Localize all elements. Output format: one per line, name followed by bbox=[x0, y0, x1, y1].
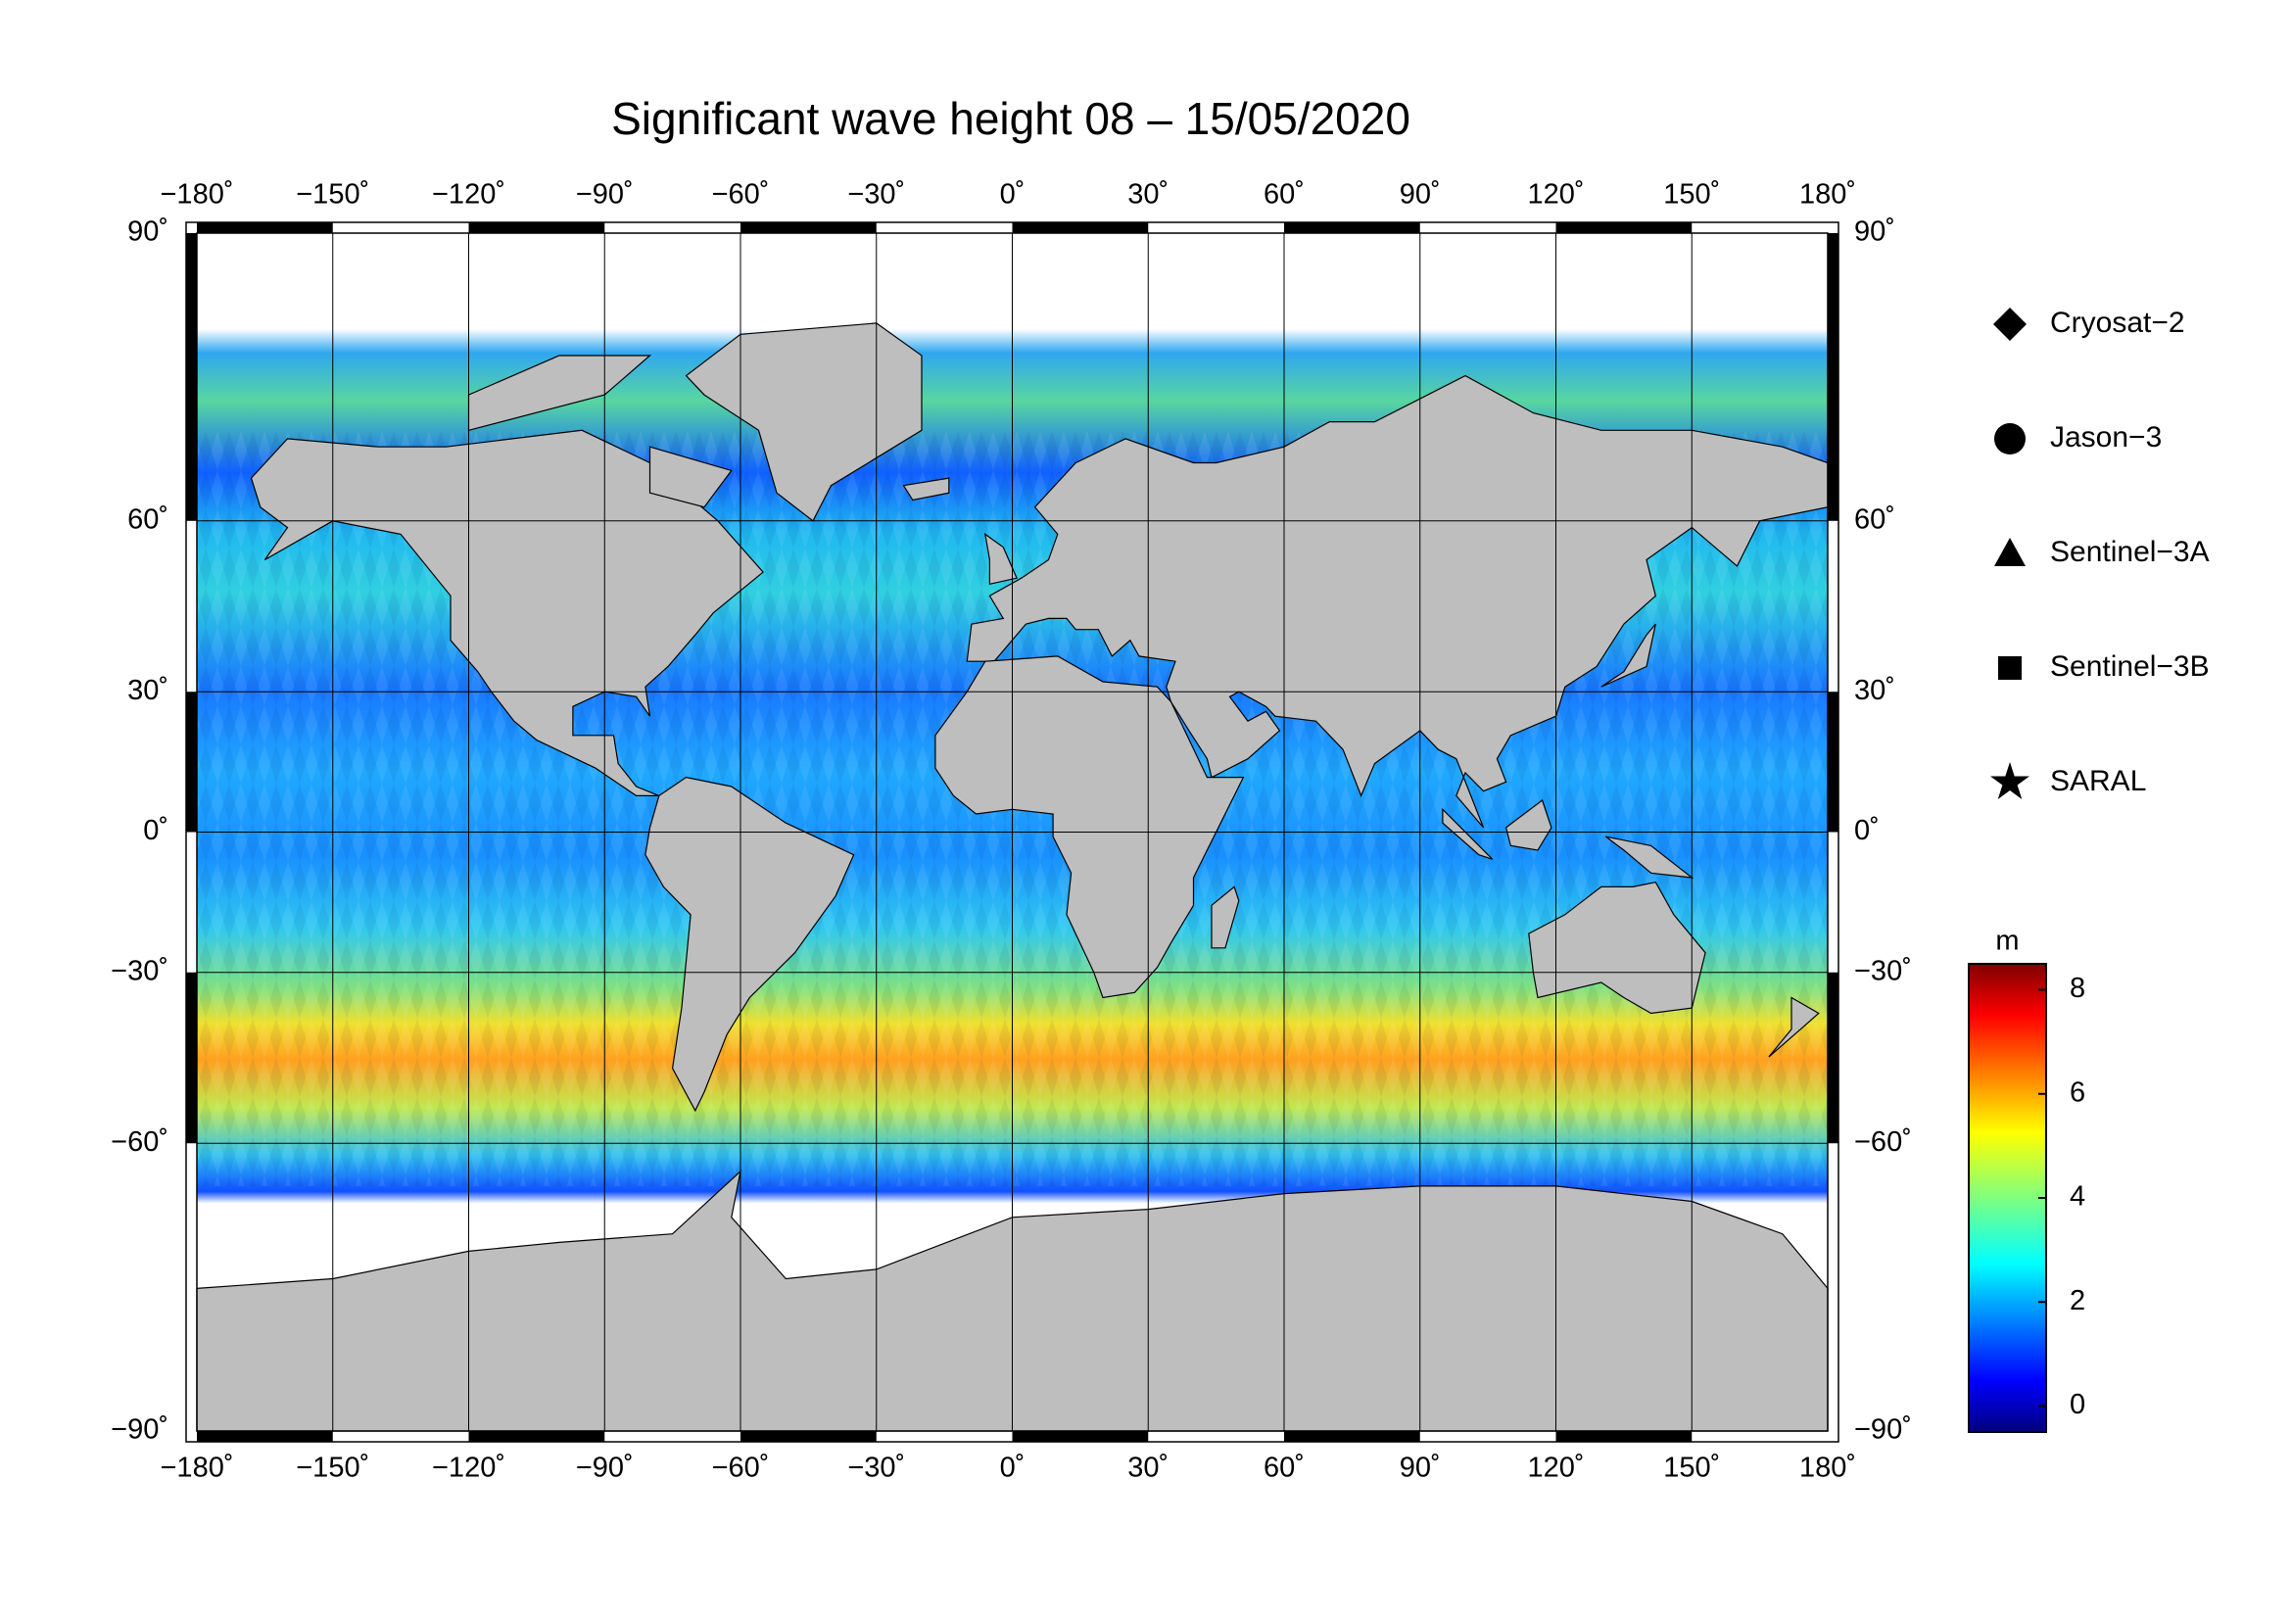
legend-label: Jason−3 bbox=[2050, 421, 2162, 454]
y-tick-label: −90˚ bbox=[1854, 1414, 1912, 1446]
x-tick-label: −30˚ bbox=[847, 179, 905, 211]
frame-bar bbox=[1284, 222, 1420, 233]
y-tick-label: 60˚ bbox=[127, 503, 168, 535]
frame-bar bbox=[186, 972, 197, 1144]
x-tick-label: −180˚ bbox=[161, 1453, 234, 1484]
frame-bar bbox=[1555, 222, 1693, 233]
y-tick-label: 0˚ bbox=[143, 815, 168, 846]
frame-bar bbox=[1284, 1431, 1420, 1442]
frame-bar bbox=[1012, 1431, 1149, 1442]
x-tick-label: 180˚ bbox=[1799, 1453, 1856, 1484]
land bbox=[1605, 836, 1694, 879]
x-tick-label: −150˚ bbox=[296, 179, 369, 211]
y-tick-label: −30˚ bbox=[1854, 955, 1912, 986]
colorbar-tick-label: 0 bbox=[2070, 1389, 2085, 1420]
y-tick-label: −60˚ bbox=[1854, 1126, 1912, 1158]
x-tick-label: 60˚ bbox=[1264, 1453, 1305, 1484]
frame-bar bbox=[186, 692, 197, 833]
land bbox=[1442, 807, 1494, 860]
x-tick-label: −30˚ bbox=[847, 1453, 905, 1484]
x-tick-label: −90˚ bbox=[576, 1453, 634, 1484]
legend-marker bbox=[1998, 656, 2022, 680]
legend-label: SARAL bbox=[2050, 765, 2146, 797]
land bbox=[902, 477, 950, 502]
x-tick-label: 30˚ bbox=[1127, 1453, 1169, 1484]
legend-marker bbox=[1994, 423, 2026, 454]
y-tick-label: −60˚ bbox=[111, 1126, 168, 1158]
y-tick-label: 90˚ bbox=[127, 216, 168, 248]
colorbar-tick-label: 4 bbox=[2070, 1181, 2085, 1213]
land bbox=[1211, 885, 1240, 949]
axes: −180˚ −180˚ −150˚ −150˚ −120˚ −120˚ −90˚ −90˚ −6… bbox=[111, 179, 1912, 1484]
land bbox=[1504, 799, 1552, 851]
x-tick-label: −60˚ bbox=[712, 1453, 770, 1484]
x-tick-label: −180˚ bbox=[161, 179, 234, 211]
x-tick-label: 0˚ bbox=[1000, 179, 1026, 211]
y-tick-label: 60˚ bbox=[1854, 503, 1895, 535]
x-tick-label: 150˚ bbox=[1663, 1453, 1720, 1484]
x-tick-label: −60˚ bbox=[712, 179, 770, 211]
legend-marker bbox=[1990, 762, 2029, 799]
frame-bar bbox=[197, 1431, 333, 1442]
y-tick-label: 90˚ bbox=[1854, 216, 1895, 248]
x-tick-label: −120˚ bbox=[432, 179, 505, 211]
colorbar-tick-label: 6 bbox=[2070, 1076, 2085, 1108]
x-tick-label: 120˚ bbox=[1527, 1453, 1584, 1484]
y-tick-label: 30˚ bbox=[127, 675, 168, 706]
frame-bar bbox=[740, 1431, 877, 1442]
land bbox=[1528, 882, 1706, 1015]
frame-bar bbox=[1828, 972, 1838, 1144]
x-tick-label: −90˚ bbox=[576, 179, 634, 211]
y-tick-label: 30˚ bbox=[1854, 675, 1895, 706]
y-tick-label: −30˚ bbox=[111, 955, 168, 986]
frame-bar bbox=[468, 1431, 605, 1442]
land bbox=[1768, 996, 1820, 1058]
y-tick-label: −90˚ bbox=[111, 1414, 168, 1446]
land bbox=[648, 446, 733, 508]
x-tick-label: 90˚ bbox=[1400, 179, 1441, 211]
colorbar-tick-label: 8 bbox=[2070, 973, 2085, 1004]
legend-label: Sentinel−3B bbox=[2050, 650, 2210, 683]
colorbar-ramp bbox=[1968, 963, 2047, 1433]
frame-bar bbox=[1828, 233, 1838, 521]
y-tick-label: 0˚ bbox=[1854, 815, 1880, 846]
legend-marker bbox=[1993, 308, 2027, 341]
frame-bar bbox=[1012, 222, 1149, 233]
frame-bar bbox=[468, 222, 605, 233]
legend-label: Cryosat−2 bbox=[2050, 307, 2185, 339]
land bbox=[644, 776, 855, 1113]
frame-bar bbox=[1555, 1431, 1693, 1442]
colorbar-unit: m bbox=[1995, 926, 2019, 957]
frame-bar bbox=[186, 233, 197, 521]
colorbar: m 0 2 4 6 8 bbox=[1968, 926, 2085, 1433]
x-tick-label: 0˚ bbox=[1000, 1453, 1026, 1484]
chart-title: Significant wave height 08 – 15/05/2020 bbox=[611, 93, 1410, 144]
frame-bar bbox=[197, 222, 333, 233]
x-tick-label: 180˚ bbox=[1799, 179, 1856, 211]
x-tick-label: 60˚ bbox=[1264, 179, 1305, 211]
land bbox=[1600, 623, 1656, 688]
x-tick-label: 120˚ bbox=[1527, 179, 1584, 211]
legend-marker bbox=[1994, 538, 2026, 566]
x-tick-label: 150˚ bbox=[1663, 179, 1720, 211]
colorbar-tick-label: 2 bbox=[2070, 1285, 2085, 1316]
x-tick-label: −120˚ bbox=[432, 1453, 505, 1484]
frame-bar bbox=[740, 222, 877, 233]
x-tick-label: 30˚ bbox=[1127, 179, 1169, 211]
legend-label: Sentinel−3A bbox=[2050, 536, 2210, 568]
x-tick-label: 90˚ bbox=[1400, 1453, 1441, 1484]
x-tick-label: −150˚ bbox=[296, 1453, 369, 1484]
legend: Cryosat−2 Jason−3 Sentinel−3A Sentinel−3B SA… bbox=[1990, 307, 2210, 799]
frame-bar bbox=[1828, 692, 1838, 833]
